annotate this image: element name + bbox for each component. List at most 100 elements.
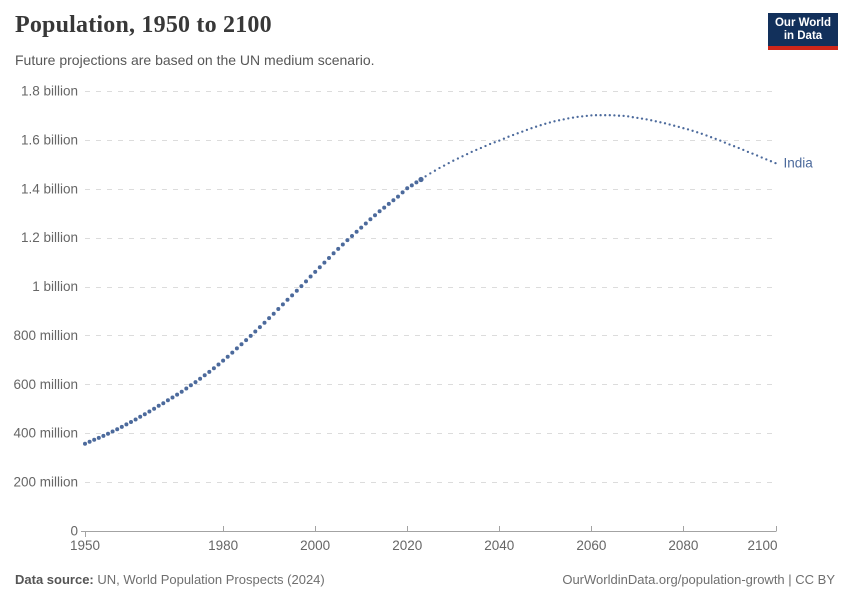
data-point-dot	[659, 121, 662, 124]
data-point-dot	[571, 116, 575, 119]
x-axis-label: 2100	[747, 538, 777, 553]
data-point-dot	[456, 157, 460, 160]
data-point-dot	[207, 369, 212, 374]
x-axis: 1950 1980 2000 2020 2040 2060 2080 2100	[70, 526, 778, 553]
y-axis-label: 0	[70, 524, 78, 539]
data-point-dot	[248, 333, 253, 338]
data-point-dot	[447, 161, 450, 165]
data-point-dot	[732, 145, 736, 148]
data-point-dot	[719, 139, 722, 142]
y-axis-label: 1.2 billion	[21, 230, 78, 245]
data-point-dot	[470, 150, 473, 154]
data-point-dot	[216, 362, 221, 367]
data-point-dot	[267, 316, 272, 321]
data-point-dot	[498, 139, 501, 142]
data-point-dot	[193, 380, 198, 385]
data-point-dot	[709, 136, 713, 139]
data-point-dot	[124, 422, 129, 427]
data-point-dot	[433, 169, 437, 172]
data-point-dot	[280, 302, 285, 307]
data-point-dot	[700, 132, 703, 135]
data-point-dot	[354, 229, 359, 234]
data-point-dot	[613, 114, 616, 117]
data-point-dot	[488, 142, 492, 146]
data-point-dot	[350, 234, 354, 238]
data-point-dot	[548, 121, 552, 124]
x-axis-label: 2060	[576, 538, 606, 553]
data-point-dot	[530, 127, 533, 130]
data-point-dot	[682, 127, 685, 130]
data-point-dot	[442, 164, 446, 167]
data-point-dot	[396, 194, 400, 199]
data-point-dot	[391, 198, 396, 203]
data-point-dot	[211, 366, 216, 371]
data-source: Data source: UN, World Population Prospe…	[15, 572, 325, 587]
data-point-dot	[299, 284, 304, 289]
data-point-dot	[377, 209, 382, 214]
entity-label[interactable]: India	[784, 156, 814, 171]
data-point-dot	[645, 118, 648, 121]
data-source-text: UN, World Population Prospects (2024)	[97, 572, 325, 587]
owid-logo-line1: Our World	[774, 17, 831, 29]
data-point-dot	[567, 117, 570, 120]
data-point-dot	[382, 205, 387, 210]
data-point-dot	[368, 217, 373, 222]
data-point-dot	[728, 143, 731, 146]
x-axis-label: 1980	[208, 538, 238, 553]
data-point-dot	[663, 122, 667, 125]
data-point-dot	[294, 288, 299, 293]
data-point-dot	[331, 251, 336, 256]
series-sparse-dots[interactable]	[424, 114, 777, 178]
data-point-dot	[230, 350, 235, 355]
data-point-dot	[581, 115, 584, 118]
data-point-dot	[677, 125, 680, 129]
owid-logo[interactable]: Our World in Data	[768, 13, 838, 50]
credit-link[interactable]: OurWorldinData.org/population-growth | C…	[562, 572, 835, 587]
data-point-dot	[553, 120, 556, 123]
data-point-dot	[668, 123, 671, 126]
data-point-dot	[557, 119, 561, 122]
data-point-dot	[594, 114, 598, 117]
data-point-dot	[511, 133, 515, 137]
data-point-dot	[138, 414, 143, 419]
data-point-dot	[359, 225, 364, 230]
data-point-dot	[737, 146, 740, 150]
data-point-dot	[175, 392, 180, 397]
data-point-dot	[429, 172, 432, 175]
data-point-dot	[650, 119, 653, 122]
data-source-label: Data source:	[15, 572, 94, 587]
data-point-dot	[475, 148, 478, 152]
data-point-dot	[83, 441, 87, 446]
data-point-dot	[239, 342, 244, 347]
x-axis-label: 2020	[392, 538, 422, 553]
data-point-dot	[129, 420, 133, 424]
data-point-dot	[285, 297, 290, 302]
y-axis-label: 400 million	[13, 426, 78, 441]
data-point-dot	[636, 116, 639, 120]
data-point-dot	[502, 137, 506, 140]
data-point-dot	[156, 403, 161, 408]
data-point-dot	[631, 116, 634, 119]
data-point-dot	[170, 395, 175, 400]
data-point-dot	[221, 358, 226, 363]
data-point-dot	[484, 144, 487, 148]
series-dense-dots[interactable]	[83, 176, 424, 446]
x-axis-label: 1950	[70, 538, 100, 553]
data-point-dot	[405, 186, 410, 191]
data-point-dot	[96, 435, 101, 440]
data-point-dot	[438, 166, 441, 170]
data-point-dot	[147, 409, 152, 414]
x-axis-label: 2000	[300, 538, 330, 553]
data-point-dot	[386, 201, 391, 206]
data-point-dot	[714, 137, 717, 141]
data-point-dot	[686, 128, 690, 131]
data-point-dot	[253, 329, 258, 334]
data-point-dot	[622, 114, 625, 118]
data-point-dot	[521, 130, 524, 133]
data-point-dot	[106, 431, 110, 436]
data-point-dot	[751, 152, 754, 155]
chart-subtitle: Future projections are based on the UN m…	[15, 52, 375, 68]
data-point-dot	[257, 325, 262, 330]
